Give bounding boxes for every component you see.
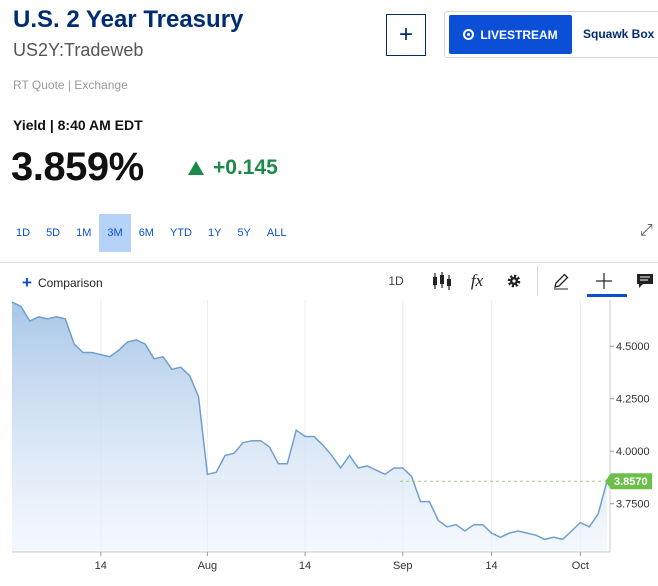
series-line [11,301,608,541]
last-value-label: 3.8570 [614,476,648,488]
range-3m[interactable]: 3M [99,214,131,252]
y-tick-label: 4.5000 [616,341,650,353]
comment-icon[interactable] [633,270,657,292]
range-all[interactable]: ALL [266,227,287,239]
x-axis: 14 Aug 14 Sep 14 Oct [95,552,589,572]
range-1d[interactable]: 1D [16,227,31,239]
series-area [12,302,607,552]
page-title: U.S. 2 Year Treasury [13,6,244,33]
gear-icon[interactable] [502,270,526,292]
candlestick-icon[interactable] [430,270,454,292]
comparison-label: Comparison [37,275,103,290]
radio-icon [463,29,475,40]
yield-timestamp: Yield | 8:40 AM EDT [13,117,143,133]
fx-label: fx [470,271,484,290]
quote-type: RT Quote | Exchange [13,78,128,92]
toolbar-divider [0,262,658,263]
range-5d[interactable]: 5D [46,227,61,239]
y-tick-label: 3.7500 [616,499,650,511]
x-tick-label: 14 [485,560,497,572]
x-tick-label: 14 [299,560,311,572]
price-change: +0.145 [188,156,278,180]
squawk-box-link[interactable]: Squawk Box [583,27,655,41]
plus-icon: + [22,273,32,292]
livestream-button[interactable]: LIVESTREAM [449,15,572,54]
y-axis: 4.5000 4.2500 4.0000 3.7500 [610,341,650,511]
livestream-label: LIVESTREAM [480,27,558,42]
range-1m[interactable]: 1M [76,227,92,239]
expand-icon[interactable]: ⤢ [640,222,653,239]
x-tick-label: Sep [393,560,413,572]
add-to-watchlist-button[interactable]: + [386,14,426,56]
range-6m[interactable]: 6M [138,227,154,239]
fx-icon[interactable]: fx [465,270,489,292]
plus-icon: + [398,21,413,48]
y-tick-label: 4.0000 [616,446,650,458]
symbol-label: US2Y:Tradeweb [13,40,144,60]
up-arrow-icon [188,161,204,175]
pencil-icon[interactable] [549,270,573,292]
price-chart[interactable]: 4.5000 4.2500 4.0000 3.7500 14 Aug 14 Sep 14 Oct… [0,300,658,586]
comparison-button[interactable]: + Comparison [22,274,103,291]
range-ytd[interactable]: YTD [169,227,192,239]
range-selector: 1D 5D 1M 3M 6M YTD 1Y 5Y ALL [8,214,294,252]
crosshair-active-indicator [587,294,627,297]
toolbar-separator [537,266,538,296]
livestream-panel: LIVESTREAM Squawk Box [444,11,658,58]
range-1y[interactable]: 1Y [207,227,222,239]
y-tick-label: 4.2500 [616,394,650,406]
range-5y[interactable]: 5Y [237,227,251,239]
interval-button[interactable]: 1D [388,274,404,288]
x-tick-label: Aug [198,560,218,572]
last-value-badge: 3.8570 [605,473,652,490]
price-value: 3.859% [11,145,144,189]
change-value: +0.145 [213,156,278,179]
x-tick-label: Oct [572,560,589,572]
x-tick-label: 14 [95,560,107,572]
crosshair-icon[interactable] [592,270,616,292]
